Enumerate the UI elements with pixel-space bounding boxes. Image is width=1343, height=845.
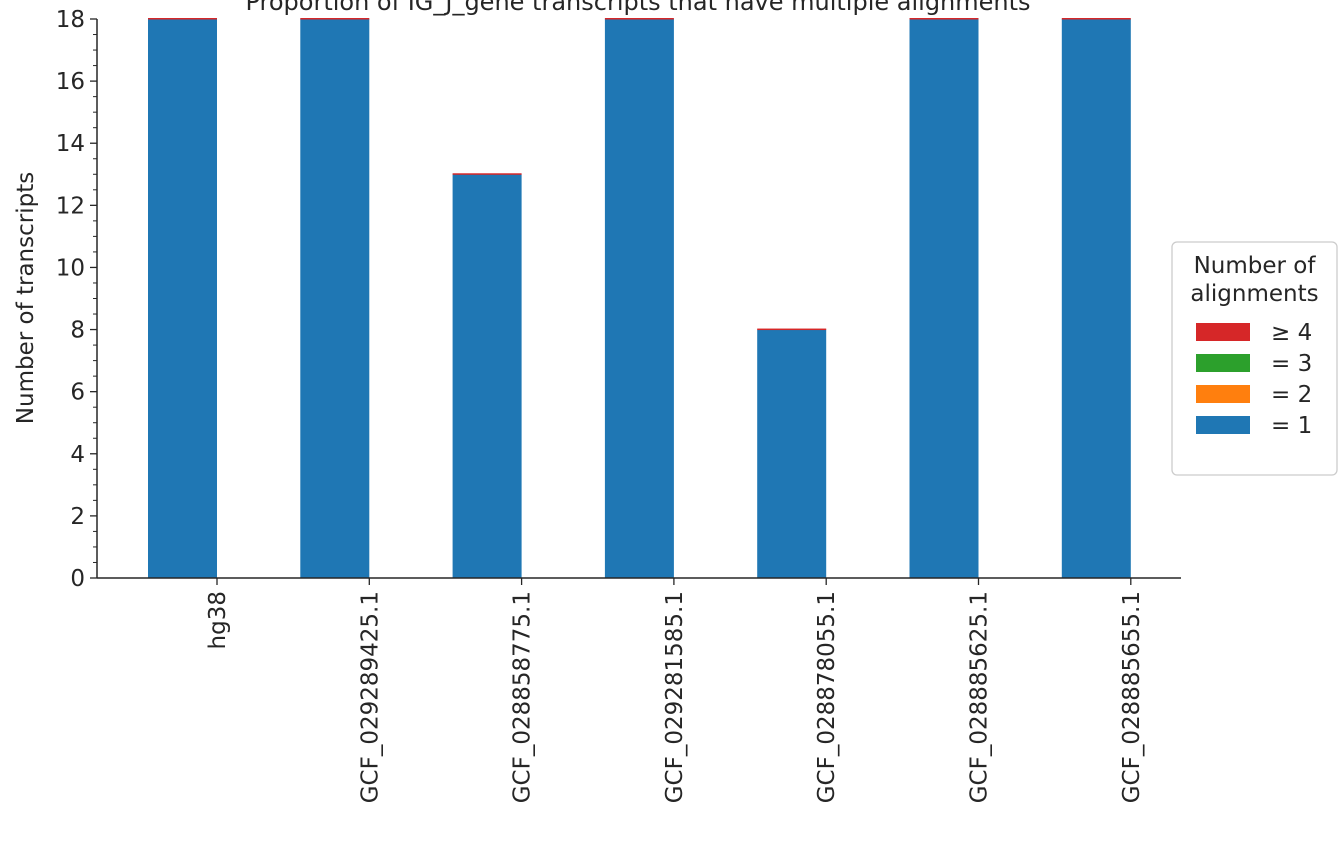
legend-title: alignments (1190, 281, 1318, 307)
bar-GCF_028885625.1-= 1 (909, 19, 979, 578)
legend-label: = 3 (1271, 351, 1312, 377)
x-axis: hg38 GCF_029289425.1 GCF_028858775.1 GCF_02… (97, 577, 1181, 803)
y-axis: 0 2 4 6 8 10 12 14 16 18 (56, 7, 98, 592)
plot-area (148, 18, 1131, 578)
bar-hg38-= 1 (148, 19, 217, 578)
x-tick-label: GCF_028858775.1 (510, 591, 536, 803)
bar-top-edge-GCF_029281585.1 (604, 18, 674, 20)
y-axis-label: Number of transcripts (13, 172, 39, 424)
bar-top-edge-GCF_028878055.1 (757, 328, 827, 331)
legend-swatch (1196, 323, 1250, 341)
x-tick-label: GCF_029289425.1 (357, 591, 383, 803)
bar-GCF_028885655.1-= 1 (1061, 19, 1131, 578)
y-tick-label: 18 (56, 7, 85, 33)
legend-label: = 1 (1271, 413, 1312, 439)
legend-title: Number of (1194, 253, 1317, 279)
y-tick-label: 12 (56, 193, 85, 219)
y-tick-label: 6 (70, 380, 85, 406)
bar-top-edge-hg38 (148, 18, 217, 20)
y-tick-label: 14 (56, 131, 85, 157)
x-tick-label: GCF_028885625.1 (967, 591, 993, 803)
legend-swatch (1196, 354, 1250, 372)
bar-GCF_029281585.1-= 1 (604, 19, 674, 578)
y-tick-label: 0 (70, 566, 85, 592)
bar-GCF_029289425.1-= 1 (300, 19, 370, 578)
legend-label: = 2 (1271, 382, 1312, 408)
legend-swatch (1196, 416, 1250, 434)
legend-label: ≥ 4 (1271, 320, 1312, 346)
bar-GCF_028878055.1-= 1 (757, 329, 827, 578)
y-tick-label: 4 (70, 442, 85, 468)
bar-top-edge-GCF_028885655.1 (1061, 18, 1131, 20)
y-tick-label: 8 (70, 318, 85, 344)
bar-top-edge-GCF_028885625.1 (909, 18, 979, 20)
legend-swatch (1196, 385, 1250, 403)
y-tick-label: 16 (56, 69, 85, 95)
bar-GCF_028858775.1-= 1 (452, 174, 522, 578)
x-tick-label: hg38 (205, 591, 231, 649)
chart-title: Proportion of IG_J_gene transcripts that… (245, 0, 1030, 16)
bar-top-edge-GCF_029289425.1 (300, 18, 370, 20)
x-tick-label: GCF_029281585.1 (662, 591, 688, 803)
bar-top-edge-GCF_028858775.1 (452, 173, 522, 175)
y-tick-label: 2 (70, 504, 85, 530)
y-tick-label: 10 (56, 255, 85, 281)
x-tick-label: GCF_028878055.1 (814, 591, 840, 803)
x-tick-label: GCF_028885655.1 (1119, 591, 1145, 803)
